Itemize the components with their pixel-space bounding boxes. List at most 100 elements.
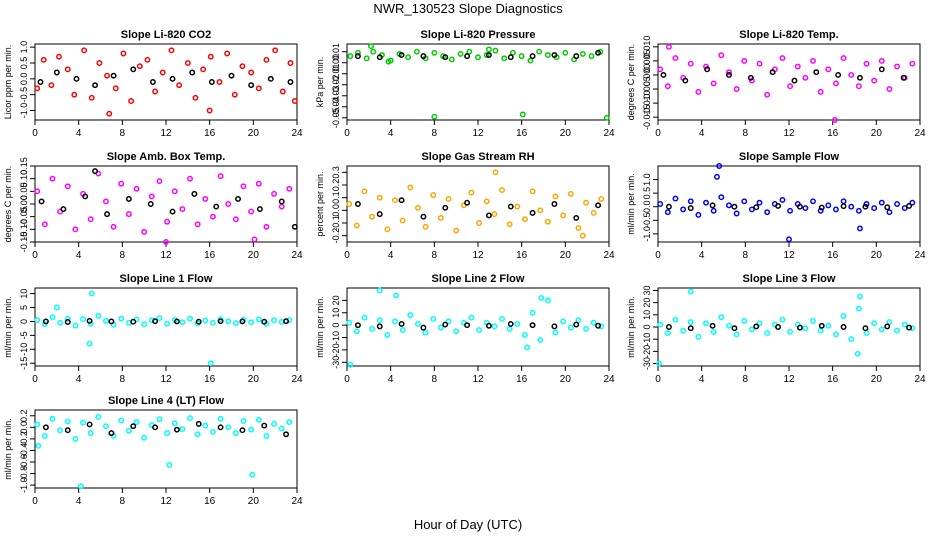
data-point [476, 220, 483, 226]
data-point [287, 60, 294, 66]
y-tick-label: 0.5 [642, 187, 652, 200]
data-point [573, 53, 580, 60]
x-tick-label: 24 [603, 374, 615, 385]
data-point [128, 98, 135, 104]
x-tick-label: 0 [32, 496, 38, 507]
data-point [741, 317, 748, 324]
data-point [680, 206, 687, 213]
data-point [682, 77, 689, 84]
chart-panel-1: Slope Li-820 CO2 0 4 8 12 16 20 24 -1.0-0.50.0 0.… [3, 29, 303, 139]
data-point [179, 426, 186, 433]
data-point [453, 227, 460, 234]
data-point [398, 320, 405, 327]
y-tick-label: 1.0 [642, 173, 652, 186]
y-tick-label: -0.05 [331, 108, 341, 129]
data-point [64, 315, 71, 322]
data-point [756, 199, 763, 206]
data-point [802, 205, 809, 212]
data-point [485, 322, 492, 329]
data-point [863, 330, 870, 337]
data-point [57, 427, 64, 434]
data-point [529, 209, 536, 216]
data-point [787, 207, 794, 214]
y-tick-label: 0.15 [19, 157, 29, 175]
panel-title: Slope Amb. Box Temp. [107, 151, 226, 163]
y-tick-label: 0.3 [331, 166, 341, 179]
data-point [492, 47, 499, 54]
data-point [80, 419, 86, 426]
x-tick-label: 24 [291, 374, 303, 385]
data-point [731, 203, 738, 210]
data-point [108, 430, 115, 437]
data-point [464, 199, 471, 206]
data-point [731, 325, 738, 332]
figure-x-axis-label: Hour of Day (UTC) [413, 517, 523, 532]
data-point [862, 325, 869, 332]
data-point [346, 201, 353, 207]
data-point [598, 323, 605, 330]
data-point [40, 56, 47, 63]
x-tick-label: 8 [120, 250, 126, 261]
data-point [709, 322, 716, 329]
data-point [485, 46, 492, 53]
data-point [103, 317, 109, 324]
y-axis-label: degrees C per min. [626, 44, 636, 121]
y-tick-label: 20 [642, 298, 652, 308]
x-tick-label: 8 [432, 374, 438, 385]
data-point [92, 82, 98, 89]
data-point [687, 288, 694, 295]
data-point [509, 49, 516, 56]
x-tick-label: 4 [76, 374, 82, 385]
data-point [878, 326, 885, 333]
data-point [392, 197, 398, 204]
data-point [291, 223, 298, 230]
data-point [832, 331, 839, 338]
data-point [848, 72, 855, 78]
data-point [187, 415, 193, 422]
y-tick-label: -10 [642, 333, 652, 346]
data-point [208, 79, 215, 85]
data-point [726, 202, 732, 209]
x-tick-label: 24 [291, 128, 303, 139]
data-point [88, 290, 95, 297]
x-tick-label: 24 [914, 250, 926, 261]
data-point [832, 206, 839, 213]
data-point [110, 223, 117, 230]
data-point [709, 202, 716, 209]
data-point [775, 324, 782, 330]
y-tick-label: -0.05 [19, 206, 29, 227]
data-point [248, 69, 255, 76]
data-point [169, 75, 176, 82]
data-point [42, 318, 49, 325]
data-point [741, 198, 748, 205]
data-point [147, 201, 154, 207]
data-point [41, 221, 48, 228]
x-tick-label: 24 [291, 250, 303, 261]
data-point [831, 117, 838, 123]
data-point [60, 206, 67, 213]
data-point [483, 198, 490, 205]
data-point [361, 314, 368, 321]
data-point [741, 57, 748, 64]
data-point [278, 198, 285, 205]
data-point [149, 79, 156, 85]
data-point [53, 304, 60, 311]
data-point [34, 421, 41, 428]
data-point [420, 53, 427, 60]
y-tick-label: 0.005 [642, 50, 652, 73]
data-point [544, 297, 551, 304]
data-point [213, 203, 220, 210]
x-tick-label: 16 [204, 250, 216, 261]
data-point [431, 49, 438, 56]
data-point [41, 433, 48, 439]
data-point [817, 88, 824, 95]
data-point [906, 202, 913, 209]
data-point [173, 426, 180, 433]
data-point [588, 53, 595, 60]
data-point [120, 50, 127, 57]
data-point [176, 82, 183, 89]
data-point [560, 212, 567, 219]
y-tick-label: -0.04 [331, 97, 341, 118]
data-point [152, 424, 159, 431]
x-tick-label: 24 [603, 128, 615, 139]
